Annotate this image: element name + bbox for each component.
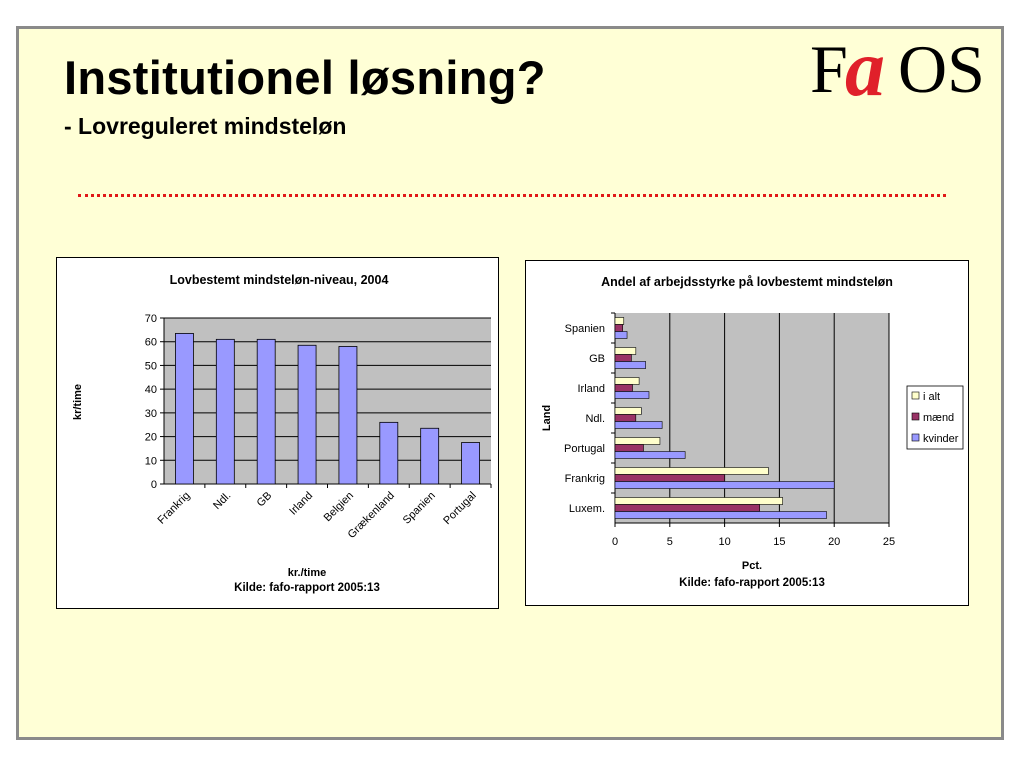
x-tick-label: 5 xyxy=(667,536,673,548)
y-tick-label: GB xyxy=(589,353,605,365)
bar xyxy=(614,497,783,505)
x-tick-label: Irland xyxy=(287,490,315,518)
bar xyxy=(614,377,640,385)
x-tick-label: Portugal xyxy=(441,490,478,527)
plot-area xyxy=(164,318,491,484)
bar xyxy=(614,504,760,512)
legend-swatch xyxy=(911,391,920,400)
bar xyxy=(614,451,686,459)
y-tick-label: Frankrig xyxy=(565,473,605,485)
x-tick-label: 20 xyxy=(828,536,840,548)
y-tick-label: 50 xyxy=(145,360,157,372)
bar xyxy=(614,414,637,422)
y-tick-label: 0 xyxy=(151,479,157,491)
bar xyxy=(614,354,632,362)
fafo-logo: F a OS xyxy=(810,32,985,100)
source-note: Kilde: fafo-rapport 2005:13 xyxy=(234,582,380,594)
y-tick-label: 30 xyxy=(145,408,157,420)
logo-a: a xyxy=(845,32,885,100)
bar xyxy=(420,427,440,485)
bar xyxy=(614,324,623,332)
legend-label: kvinder xyxy=(923,433,959,445)
y-axis-label: kr/time xyxy=(72,384,84,420)
y-tick-label: Portugal xyxy=(564,443,605,455)
bar-chart-svg: Lovbestemt mindsteløn-niveau, 2004 kr/ti… xyxy=(72,273,492,594)
x-tick-label: GB xyxy=(255,490,275,510)
x-tick-label: Spanien xyxy=(401,490,438,527)
slide-title: Institutionel løsning? xyxy=(64,51,546,104)
bar xyxy=(175,333,194,485)
x-axis-label: Pct. xyxy=(742,560,762,572)
y-tick-label: 20 xyxy=(145,432,157,444)
y-tick-label: 10 xyxy=(145,455,157,467)
legend: i alt mænd kvinder xyxy=(906,385,964,450)
bar xyxy=(461,442,480,485)
x-tick-label: 0 xyxy=(612,536,618,548)
bar xyxy=(614,421,663,429)
y-tick-label: Spanien xyxy=(565,323,605,335)
bar xyxy=(614,391,650,399)
legend-swatch xyxy=(911,412,920,421)
title-divider xyxy=(78,194,946,197)
x-tick-label: 25 xyxy=(883,536,895,548)
y-tick-label: Luxem. xyxy=(569,503,605,515)
x-tick-label: Frankrig xyxy=(156,490,193,527)
x-tick-label: Belgien xyxy=(322,490,356,524)
bar xyxy=(614,407,642,415)
bar xyxy=(614,481,835,489)
y-tick-label: 40 xyxy=(145,384,157,396)
x-tick-label: Ndl. xyxy=(211,490,233,512)
y-tick-label: 60 xyxy=(145,337,157,349)
legend-swatch xyxy=(911,433,920,442)
bar xyxy=(614,474,725,482)
bar xyxy=(614,317,625,325)
bar xyxy=(614,331,628,339)
bar xyxy=(614,467,769,475)
bar xyxy=(614,384,633,392)
bar xyxy=(614,444,644,452)
legend-label: i alt xyxy=(923,391,940,403)
source-note: Kilde: fafo-rapport 2005:13 xyxy=(679,577,825,589)
bar xyxy=(614,511,827,519)
chart-workforce-share: Andel af arbejdsstyrke på lovbestemt min… xyxy=(525,260,969,606)
bar xyxy=(614,347,637,355)
y-tick-label: Irland xyxy=(577,383,605,395)
x-axis-label: kr./time xyxy=(288,567,327,579)
bar xyxy=(614,361,646,369)
x-tick-label: 10 xyxy=(718,536,730,548)
slide-subtitle: - Lovreguleret mindsteløn xyxy=(64,113,347,139)
x-tick-label: 15 xyxy=(773,536,785,548)
plot-area xyxy=(615,313,889,523)
bar xyxy=(297,344,317,485)
hbar-chart-svg: Andel af arbejdsstyrke på lovbestemt min… xyxy=(541,275,964,589)
logo-f: F xyxy=(810,32,848,100)
bar xyxy=(215,338,235,485)
logo-os: OS xyxy=(898,32,985,100)
y-tick-label: 70 xyxy=(145,313,157,325)
y-tick-label: Ndl. xyxy=(585,413,605,425)
y-axis-label: Land xyxy=(541,405,553,431)
chart-title: Lovbestemt mindsteløn-niveau, 2004 xyxy=(170,273,389,287)
chart-minimum-wage-level: Lovbestemt mindsteløn-niveau, 2004 kr/ti… xyxy=(56,257,499,609)
bar xyxy=(614,437,661,445)
chart-title: Andel af arbejdsstyrke på lovbestemt min… xyxy=(601,275,893,289)
legend-label: mænd xyxy=(923,412,954,424)
bar xyxy=(379,421,399,485)
bar xyxy=(256,338,276,485)
bar xyxy=(338,346,358,485)
